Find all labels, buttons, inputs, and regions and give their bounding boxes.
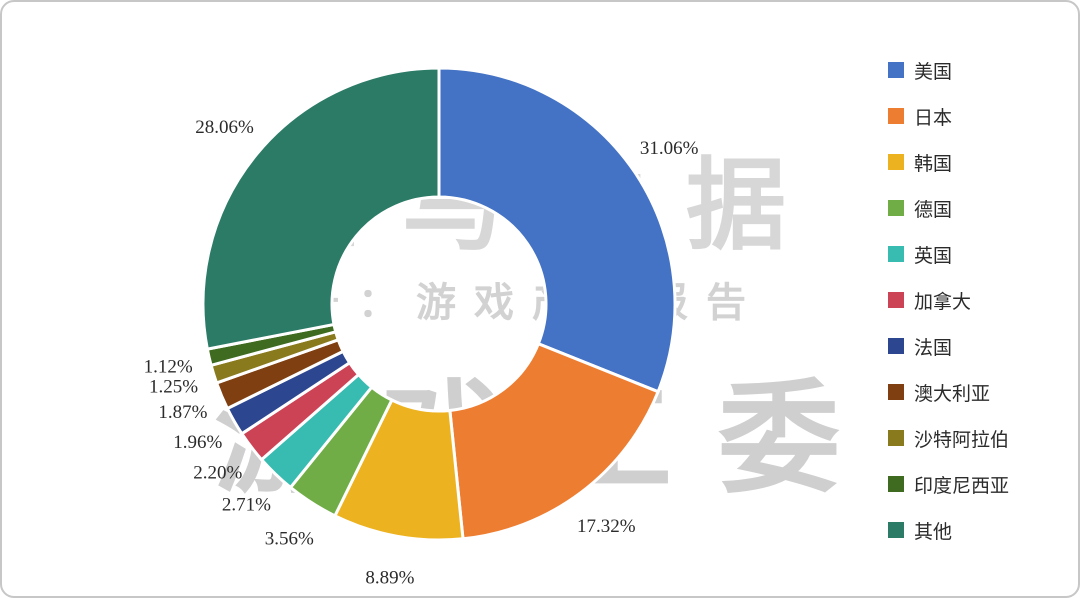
legend-label: 英国 [914,245,953,267]
legend-label: 德国 [914,199,953,221]
legend-label: 印度尼西亚 [914,475,1010,497]
legend-item-8: 澳大利亚 [888,382,1009,405]
legend-swatch [888,154,904,170]
legend-label: 美国 [914,61,953,83]
legend-label: 沙特阿拉伯 [914,429,1010,451]
legend-item-7: 法国 [888,336,1009,359]
legend-label: 韩国 [914,153,953,175]
legend-label: 法国 [914,337,953,359]
legend-item-3: 韩国 [888,152,1009,175]
legend-swatch [888,476,904,492]
legend-item-2: 日本 [888,106,1009,129]
legend-swatch [888,62,904,78]
legend-swatch [888,430,904,446]
slice-label-4: 3.56% [265,528,314,549]
slice-label-1: 31.06% [640,138,699,159]
slice-label-3: 8.89% [365,568,414,589]
legend-item-5: 英国 [888,244,1009,267]
slice-label-8: 1.87% [158,402,207,423]
legend-item-6: 加拿大 [888,290,1009,313]
legend-item-9: 沙特阿拉伯 [888,428,1009,451]
legend-item-10: 印度尼西亚 [888,474,1009,497]
slice-label-2: 17.32% [577,516,636,537]
legend-swatch [888,384,904,400]
legend-item-4: 德国 [888,198,1009,221]
legend-item-11: 其他 [888,520,1009,543]
slice-label-11: 28.06% [195,117,254,138]
slice-label-7: 1.96% [173,432,222,453]
legend-label: 日本 [914,107,953,129]
slice-label-9: 1.25% [149,377,198,398]
legend-label: 加拿大 [914,291,972,313]
legend-swatch [888,338,904,354]
legend: 美国日本韩国德国英国加拿大法国澳大利亚沙特阿拉伯印度尼西亚其他 [888,60,1009,543]
legend-label: 澳大利亚 [914,383,991,405]
slice-label-5: 2.71% [222,494,271,515]
pie-slice-11 [201,66,441,351]
legend-swatch [888,200,904,216]
pie-slice-1 [437,66,677,394]
legend-swatch [888,292,904,308]
legend-swatch [888,522,904,538]
slice-label-6: 2.20% [193,462,242,483]
slice-label-10: 1.12% [144,357,193,378]
legend-swatch [888,246,904,262]
pie-slice-2 [448,341,661,541]
legend-label: 其他 [914,521,953,543]
legend-swatch [888,108,904,124]
legend-item-1: 美国 [888,60,1009,83]
